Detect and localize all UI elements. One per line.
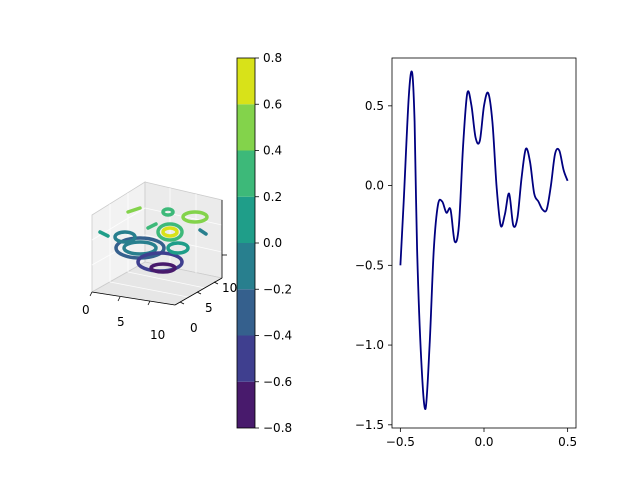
contour-loop: [166, 241, 190, 255]
contour-loop: [149, 262, 177, 274]
x-tick-label: −0.5: [386, 435, 415, 449]
colorbar: −0.8 −0.6 −0.4 −0.2 0.0 0.2 0.4 0.6 0.8: [236, 51, 292, 435]
y-tick-label: −0.5: [355, 258, 384, 272]
colorbar-band: [237, 243, 255, 290]
colorbar-band: [237, 150, 255, 197]
contour3d-axes: 0 5 10 0 5 10 5: [82, 181, 253, 342]
colorbar-band: [237, 381, 255, 428]
colorbar-band: [237, 335, 255, 382]
contour-loop: [161, 226, 179, 238]
colorbar-tick-label: 0.2: [263, 190, 282, 204]
x-tick-label: 0.5: [558, 435, 577, 449]
contour-loop: [156, 222, 184, 242]
contour-seg: [98, 230, 110, 238]
colorbar-tick-label: 0.4: [263, 144, 282, 158]
colorbar-band: [237, 196, 255, 243]
y-tick-label: 5: [205, 301, 213, 315]
contour-loop: [161, 207, 175, 217]
colorbar-band: [237, 104, 255, 151]
colorbar-band: [237, 289, 255, 336]
colorbar-band: [237, 58, 255, 105]
y-tick-label: −1.0: [355, 338, 384, 352]
y-tick-label: 0: [190, 321, 198, 335]
colorbar-tick-label: −0.4: [263, 329, 292, 343]
contour-seg: [126, 206, 142, 214]
colorbar-tick-label: 0.6: [263, 97, 282, 111]
colorbar-tick-label: 0.0: [263, 236, 282, 250]
colorbar-tick-label: −0.6: [263, 375, 292, 389]
y-tick-label: −1.5: [355, 418, 384, 432]
line-plot: −0.5 0.0 0.5 −1.5 −1.0 −0.5 0.0 0.5: [355, 57, 577, 449]
y-tick-label: 10: [222, 281, 237, 295]
x-tick-label: 10: [150, 328, 165, 342]
contour-loop: [122, 240, 158, 256]
contour-seg: [146, 222, 158, 230]
y-tick-label: 0.5: [365, 99, 384, 113]
colorbar-tick-label: −0.8: [263, 421, 292, 435]
contour-loop: [181, 210, 209, 224]
plot-frame: [391, 57, 577, 429]
colorbar-tick-label: 0.8: [263, 51, 282, 65]
contour-lines: [98, 206, 209, 274]
colorbar-tick-label: −0.2: [263, 282, 292, 296]
contour-seg: [198, 228, 208, 236]
series-line: [399, 70, 569, 410]
x-axis-3d: [91, 291, 176, 306]
contour-loop: [113, 230, 137, 244]
y-tick-label: 0.0: [365, 179, 384, 193]
x-tick-label: 5: [117, 315, 125, 329]
x-tick-label: 0: [82, 303, 90, 317]
x-tick-label: 0.0: [474, 435, 493, 449]
